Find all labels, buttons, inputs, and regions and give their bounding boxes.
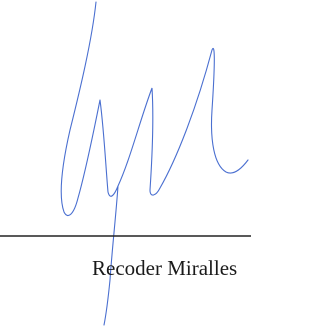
signer-name: Recoder Miralles xyxy=(92,256,237,281)
signature-block: Recoder Miralles xyxy=(0,0,251,327)
